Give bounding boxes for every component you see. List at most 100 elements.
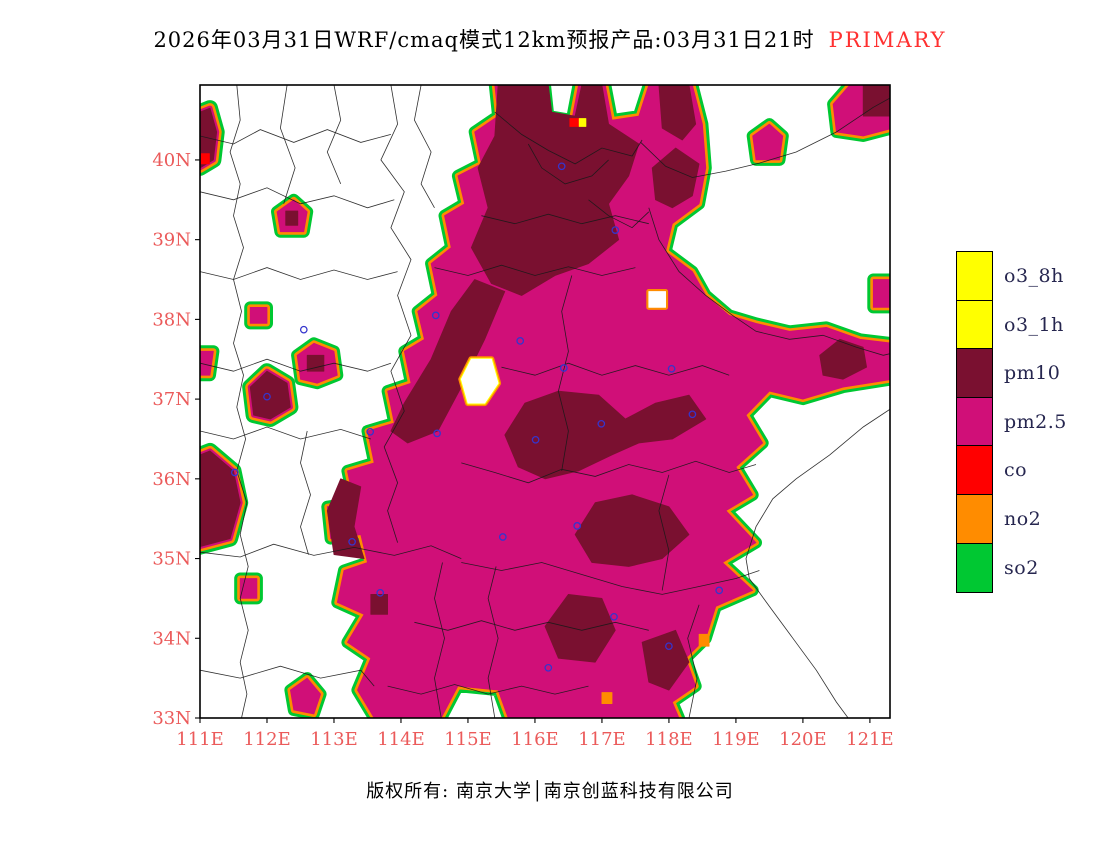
boundary-line-26 bbox=[434, 562, 445, 718]
boundary-line-23 bbox=[481, 213, 649, 225]
legend-swatch-pm2.5 bbox=[956, 396, 993, 447]
pm10-south-c bbox=[641, 629, 690, 691]
legend-swatch-so2 bbox=[956, 542, 993, 593]
city-marker-16 bbox=[573, 522, 582, 530]
y-tick-label: 36N bbox=[152, 469, 191, 490]
boundary-line-10 bbox=[745, 408, 890, 718]
x-tick-label: 114E bbox=[377, 729, 425, 750]
plot-frame bbox=[199, 84, 891, 719]
city-marker-4 bbox=[559, 364, 568, 372]
dot-yellow-notch bbox=[578, 118, 587, 127]
plot-area bbox=[200, 85, 890, 718]
city-markers bbox=[230, 162, 724, 672]
boundary-line-4 bbox=[200, 543, 462, 559]
blob-west-2-core bbox=[306, 354, 325, 372]
x-tick-label: 118E bbox=[645, 729, 693, 750]
boundary-line-30 bbox=[413, 85, 435, 208]
boundary-line-13 bbox=[200, 665, 375, 687]
city-marker-1 bbox=[611, 226, 620, 234]
city-marker-7 bbox=[299, 325, 308, 334]
city-marker-15 bbox=[498, 533, 507, 541]
city-marker-14 bbox=[348, 537, 356, 546]
city-marker-0 bbox=[557, 162, 566, 171]
legend-label-pm10: pm10 bbox=[1004, 362, 1061, 385]
legend-label-o3_1h: o3_1h bbox=[1004, 313, 1064, 336]
title-highlight: PRIMARY bbox=[828, 28, 947, 52]
dot-orange-s2 bbox=[601, 692, 613, 704]
city-marker-10 bbox=[531, 435, 540, 444]
blob-southwest-2 bbox=[289, 677, 322, 715]
boundary-line-1 bbox=[200, 129, 392, 145]
x-tick-label: 112E bbox=[243, 729, 291, 750]
boundary-line-18 bbox=[527, 143, 609, 185]
boundary-line-5 bbox=[461, 460, 757, 484]
pollution-regions bbox=[200, 85, 890, 718]
city-marker-11 bbox=[597, 419, 606, 428]
blob-northwest-core bbox=[285, 210, 299, 226]
legend-swatch-no2 bbox=[956, 494, 993, 545]
legend-label-co: co bbox=[1004, 459, 1028, 482]
pm10-south-a bbox=[574, 494, 690, 567]
x-tick-label: 115E bbox=[444, 729, 492, 750]
legend-item-no2: no2 bbox=[956, 494, 1067, 545]
dot-orange-s1 bbox=[698, 633, 710, 647]
city-marker-19 bbox=[715, 586, 724, 595]
page-title: 2026年03月31日WRF/cmaq模式12km预报产品:03月31日21时 P… bbox=[0, 24, 1100, 54]
legend-swatch-o3_8h bbox=[956, 251, 993, 301]
blob-ne-corner-core bbox=[862, 85, 890, 117]
boundary-line-14 bbox=[279, 85, 296, 204]
legend-item-o3_1h: o3_1h bbox=[956, 299, 1067, 350]
city-marker-9 bbox=[433, 429, 441, 438]
pm10-band-sw bbox=[390, 279, 506, 444]
boundary-line-3 bbox=[494, 111, 643, 165]
city-marker-20 bbox=[544, 663, 553, 672]
boundary-line-17 bbox=[300, 430, 311, 555]
legend-item-pm2.5: pm2.5 bbox=[956, 396, 1067, 447]
legend-item-pm10: pm10 bbox=[956, 348, 1067, 399]
city-marker-6 bbox=[263, 392, 271, 401]
x-tick-label: 120E bbox=[779, 729, 827, 750]
boundary-line-16 bbox=[229, 85, 249, 718]
blob-west-3 bbox=[249, 306, 268, 324]
pm10-west-strip bbox=[326, 478, 365, 559]
dot-red-notch bbox=[569, 118, 580, 127]
boundary-line-12 bbox=[200, 426, 371, 440]
dot-red-nw bbox=[200, 153, 210, 165]
city-marker-12 bbox=[688, 410, 697, 419]
boundary-line-7 bbox=[487, 566, 499, 718]
boundary-line-19 bbox=[588, 199, 650, 229]
boundary-line-24 bbox=[414, 620, 649, 631]
x-tick-label: 111E bbox=[176, 729, 224, 750]
legend-swatch-o3_1h bbox=[956, 299, 993, 350]
city-marker-17 bbox=[376, 588, 385, 597]
y-tick-label: 38N bbox=[152, 309, 191, 330]
boundary-line-8 bbox=[640, 97, 890, 178]
y-tick-label: 37N bbox=[152, 389, 191, 410]
blob-east-edge bbox=[872, 279, 890, 308]
boundary-lines bbox=[200, 85, 890, 718]
pm10-ne-1 bbox=[651, 147, 700, 209]
boundary-line-25 bbox=[387, 684, 589, 695]
boundary-line-0 bbox=[380, 85, 412, 543]
city-marker-5 bbox=[667, 364, 676, 373]
hole-center bbox=[460, 358, 499, 404]
y-tick-label: 34N bbox=[152, 628, 191, 649]
pm10-dot-1 bbox=[370, 594, 389, 615]
city-marker-2 bbox=[431, 311, 440, 320]
city-marker-8 bbox=[366, 427, 375, 436]
boundary-line-29 bbox=[326, 85, 342, 185]
legend-item-o3_8h: o3_8h bbox=[956, 251, 1067, 301]
boundary-line-11 bbox=[200, 267, 398, 280]
legend-label-so2: so2 bbox=[1004, 556, 1039, 579]
city-marker-3 bbox=[516, 337, 525, 345]
pm10-ne-2 bbox=[658, 85, 697, 141]
blob-north-small bbox=[752, 123, 784, 161]
boundary-line-6 bbox=[461, 562, 760, 595]
legend-item-so2: so2 bbox=[956, 542, 1067, 593]
blob-west-edge bbox=[200, 350, 214, 376]
y-tick-label: 35N bbox=[152, 549, 191, 570]
pm10-north bbox=[470, 85, 640, 296]
boundary-line-21 bbox=[501, 362, 730, 376]
